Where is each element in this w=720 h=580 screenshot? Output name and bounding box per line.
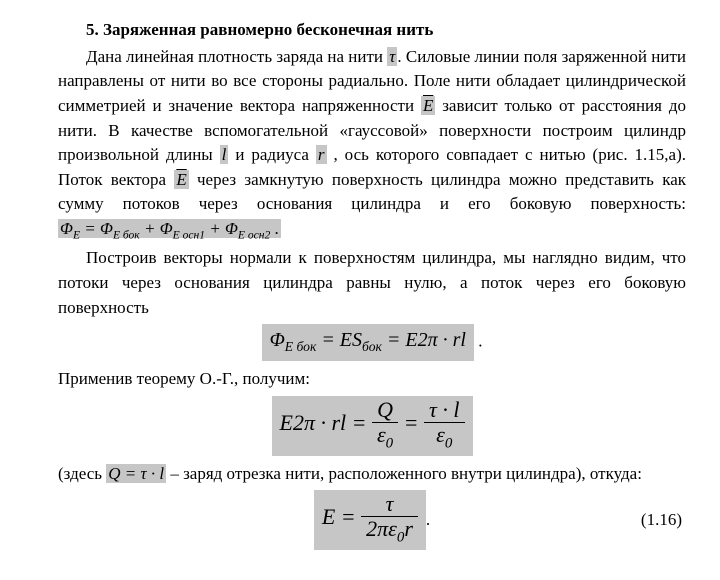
var-E-vec: E bbox=[421, 96, 435, 115]
sub: E bbox=[73, 229, 80, 242]
sub: E бок bbox=[113, 229, 140, 242]
sub: 0 bbox=[386, 435, 393, 451]
lhs: E2π · rl = bbox=[280, 410, 372, 435]
var-tau: τ bbox=[387, 47, 397, 66]
sym: Φ bbox=[60, 219, 73, 238]
frac: τ 2πε0r bbox=[361, 492, 418, 546]
num: τ · l bbox=[424, 398, 465, 423]
equation-flux: ΦE бок = ESбок = E2π · rl . bbox=[58, 324, 686, 361]
vec-E: E bbox=[176, 170, 186, 189]
eq-Q: Q = τ · l bbox=[106, 464, 166, 483]
sub: бок bbox=[362, 339, 382, 354]
sym: + Φ bbox=[205, 219, 238, 238]
sym: Φ bbox=[270, 329, 285, 351]
text: и радиуса bbox=[228, 145, 316, 164]
vec-E: E bbox=[423, 96, 433, 115]
frac-1: Q ε0 bbox=[372, 398, 398, 452]
equation-final: E = τ 2πε0r . (1.16) bbox=[58, 490, 686, 550]
equation-number: (1.16) bbox=[641, 508, 682, 533]
sym: 2πε bbox=[366, 516, 397, 541]
eq-sign: = bbox=[404, 410, 424, 435]
sym: ε bbox=[436, 422, 445, 447]
var-E-vec-2: E bbox=[174, 170, 188, 189]
eq-sum: ΦE = ΦE бок + ΦE осн1 + ΦE осн2 . bbox=[58, 219, 281, 238]
num: Q bbox=[372, 398, 398, 423]
num: τ bbox=[361, 492, 418, 517]
frac-2: τ · l ε0 bbox=[424, 398, 465, 452]
paragraph-2: Построив векторы нормали к поверхностям … bbox=[58, 246, 686, 320]
text: Дана линейная плотность заряда на нити bbox=[86, 47, 387, 66]
equation-main: E2π · rl = Q ε0 = τ · l ε0 bbox=[58, 396, 686, 456]
sym: = Φ bbox=[80, 219, 113, 238]
var-r: r bbox=[316, 145, 327, 164]
section-title: 5. Заряженная равномерно бесконечная нит… bbox=[58, 18, 686, 43]
sym: = E2π · rl bbox=[382, 329, 466, 351]
paragraph-1: Дана линейная плотность заряда на нити τ… bbox=[58, 45, 686, 245]
den: ε0 bbox=[424, 423, 465, 452]
sub: E осн2 bbox=[238, 229, 270, 242]
sub: E осн1 bbox=[173, 229, 205, 242]
eq-body: E2π · rl = Q ε0 = τ · l ε0 bbox=[272, 396, 473, 456]
eq-body: ΦE бок = ESбок = E2π · rl bbox=[262, 324, 474, 361]
den: ε0 bbox=[372, 423, 398, 452]
text: – заряд отрезка нити, расположенного вну… bbox=[166, 464, 642, 483]
sym: r bbox=[404, 516, 413, 541]
sym: = ES bbox=[316, 329, 362, 351]
paragraph-4: (здесь Q = τ · l – заряд отрезка нити, р… bbox=[58, 462, 686, 487]
sub: E бок bbox=[285, 339, 317, 354]
text: (здесь bbox=[58, 464, 106, 483]
sym: + Φ bbox=[140, 219, 173, 238]
den: 2πε0r bbox=[361, 517, 418, 546]
lhs: E = bbox=[322, 504, 361, 529]
eq-body: E = τ 2πε0r bbox=[314, 490, 426, 550]
dot: . bbox=[270, 219, 279, 238]
dot: . bbox=[474, 331, 483, 350]
dot: . bbox=[426, 508, 430, 533]
paragraph-3: Применив теорему О.-Г., получим: bbox=[58, 367, 686, 392]
sym: ε bbox=[377, 422, 386, 447]
sub: 0 bbox=[445, 435, 452, 451]
